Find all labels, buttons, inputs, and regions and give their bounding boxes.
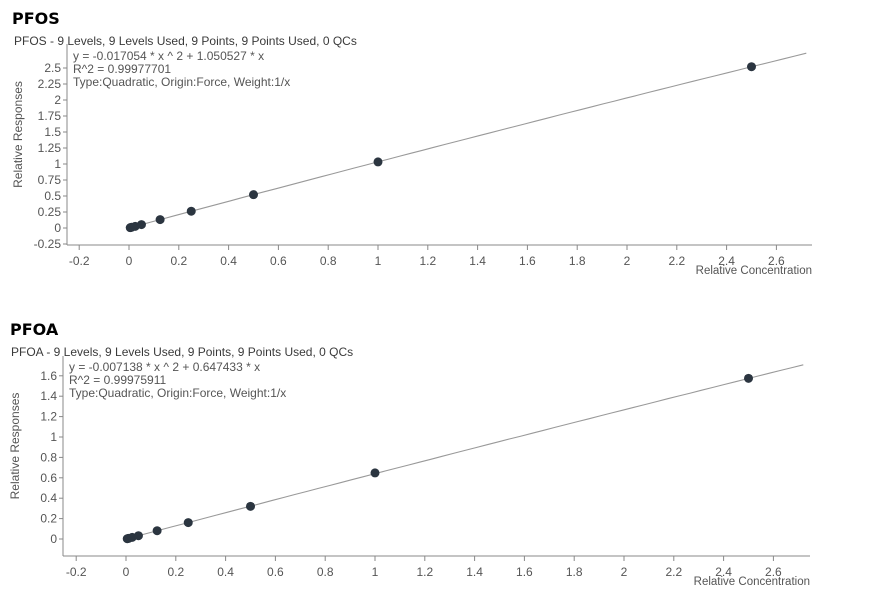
calibration-point[interactable] [155, 215, 165, 225]
x-tick-label: 2.4 [715, 565, 732, 579]
y-axis-label: Relative Responses [8, 393, 22, 500]
calibration-point[interactable] [183, 518, 193, 528]
y-tick-label: 0.6 [40, 471, 57, 485]
x-axis-label: Relative Concentration [696, 265, 812, 277]
fit-equation: y = -0.017054 * x ^ 2 + 1.050527 * x [73, 49, 264, 63]
x-tick-label: 1.6 [516, 565, 533, 579]
x-tick-label: 0.8 [317, 565, 334, 579]
x-tick-label: 1 [372, 565, 379, 579]
y-tick-label: 0.4 [40, 491, 57, 505]
x-tick-label: 2.6 [765, 565, 782, 579]
x-tick-label: 1.8 [566, 565, 583, 579]
y-tick-label: 1.6 [40, 369, 57, 383]
x-tick-label: 0.4 [217, 565, 234, 579]
x-tick-label: 0.2 [170, 254, 187, 268]
calibration-point[interactable] [370, 468, 380, 478]
compound-title: PFOS [12, 9, 60, 28]
y-tick-label: 2.5 [44, 61, 61, 75]
y-tick-label: 0.25 [38, 205, 62, 219]
fit-curve [128, 52, 807, 229]
x-tick-label: 1.8 [569, 254, 586, 268]
x-tick-label: 0.2 [167, 565, 184, 579]
pfos-panel: PFOS PFOS - 9 Levels, 9 Levels Used, 9 P… [0, 0, 871, 300]
y-tick-label: 0.5 [44, 189, 61, 203]
x-tick-label: 2.2 [668, 254, 685, 268]
calibration-point[interactable] [249, 190, 258, 200]
fit-equation: y = -0.007138 * x ^ 2 + 0.647433 * x [69, 360, 260, 374]
y-tick-label: 1.2 [40, 410, 57, 424]
x-tick-label: 2.6 [768, 254, 785, 268]
calibration-point[interactable] [373, 157, 383, 167]
calibration-point[interactable] [133, 531, 143, 541]
x-tick-label: -0.2 [69, 254, 90, 268]
y-tick-label: 0.2 [40, 512, 57, 526]
y-tick-label: 1.25 [38, 141, 62, 155]
y-tick-label: 0 [54, 221, 61, 235]
y-tick-label: 2 [54, 93, 61, 107]
fit-type: Type:Quadratic, Origin:Force, Weight:1/x [73, 75, 290, 89]
y-tick-label: 1.5 [44, 125, 61, 139]
x-tick-label: 0.4 [220, 254, 237, 268]
x-axis-label: Relative Concentration [694, 576, 810, 588]
x-tick-label: 0 [126, 254, 133, 268]
x-tick-label: 0 [123, 565, 130, 579]
x-tick-label: 0.6 [267, 565, 284, 579]
fit-type: Type:Quadratic, Origin:Force, Weight:1/x [69, 386, 286, 400]
y-tick-label: 0.8 [40, 450, 57, 464]
x-tick-label: 1.4 [466, 565, 483, 579]
y-tick-label: 1 [50, 430, 57, 444]
calibration-point[interactable] [136, 220, 146, 230]
x-tick-label: 2.4 [718, 254, 735, 268]
calibration-point[interactable] [246, 501, 255, 511]
y-axis-label: Relative Responses [11, 81, 25, 188]
y-tick-label: 0 [50, 532, 57, 546]
x-tick-label: 0.8 [320, 254, 337, 268]
calibration-point[interactable] [747, 62, 756, 72]
y-tick-label: -0.25 [34, 237, 62, 251]
fit-curve [125, 364, 804, 540]
y-tick-label: 1 [54, 157, 61, 171]
x-tick-label: 0.6 [270, 254, 287, 268]
compound-title: PFOA [10, 320, 59, 339]
x-tick-label: 2 [621, 565, 628, 579]
y-tick-label: 1.75 [38, 109, 62, 123]
calibration-point[interactable] [152, 526, 162, 536]
x-tick-label: 1.4 [469, 254, 486, 268]
calibration-point[interactable] [744, 373, 753, 383]
x-tick-label: 2.2 [665, 565, 682, 579]
y-tick-label: 0.75 [38, 173, 62, 187]
x-tick-label: 1.6 [519, 254, 536, 268]
x-tick-label: 2 [624, 254, 631, 268]
calibration-chart[interactable]: -0.25 0 0.25 0.5 0.75 1 1.25 1.5 1.75 2 2.25 2.5 -0.… [0, 0, 871, 300]
calibration-summary: PFOA - 9 Levels, 9 Levels Used, 9 Points… [11, 345, 354, 359]
x-tick-label: 1 [375, 254, 382, 268]
x-tick-label: -0.2 [66, 565, 87, 579]
y-tick-label: 1.4 [40, 389, 57, 403]
r-squared: R^2 = 0.99975911 [69, 373, 166, 387]
calibration-summary: PFOS - 9 Levels, 9 Levels Used, 9 Points… [14, 34, 357, 48]
r-squared: R^2 = 0.99977701 [73, 62, 171, 76]
y-tick-label: 2.25 [38, 77, 62, 91]
calibration-point[interactable] [186, 206, 196, 216]
x-tick-label: 1.2 [416, 565, 433, 579]
x-tick-label: 1.2 [419, 254, 436, 268]
